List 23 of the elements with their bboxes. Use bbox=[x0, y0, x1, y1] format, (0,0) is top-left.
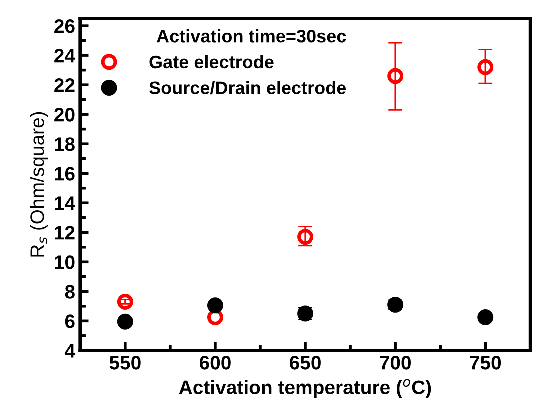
x-tick-label: 600 bbox=[200, 356, 231, 370]
x-tick-label: 700 bbox=[380, 356, 411, 370]
y-tick-label: 16 bbox=[55, 167, 75, 181]
y-tick-label: 18 bbox=[55, 138, 75, 152]
y-tick-label: 4 bbox=[65, 344, 76, 358]
x-tick-label: 550 bbox=[110, 356, 141, 370]
y-tick-label: 10 bbox=[55, 256, 75, 270]
y-tick-label: 24 bbox=[54, 49, 76, 63]
y-tick-label: 8 bbox=[65, 285, 75, 299]
x-axis-title: Activation temperature ($^{o}$C) bbox=[179, 379, 432, 398]
legend-label: Gate electrode bbox=[150, 55, 274, 69]
legend-title: Activation time=30sec bbox=[156, 30, 346, 43]
y-tick-label: 6 bbox=[65, 314, 75, 328]
y-tick-label: 26 bbox=[54, 20, 75, 34]
legend-label: Source/Drain electrode bbox=[150, 81, 346, 95]
y-axis-title: R$_{s}$ (Ohm/square) bbox=[30, 112, 48, 257]
y-tick-label: 12 bbox=[55, 226, 75, 240]
x-tick-label: 750 bbox=[470, 356, 502, 370]
point bbox=[478, 309, 494, 326]
x-tick-label: 650 bbox=[290, 356, 321, 370]
y-tick-label: 14 bbox=[55, 196, 76, 210]
y-tick-label: 22 bbox=[54, 78, 75, 92]
y-tick-label: 20 bbox=[54, 108, 75, 122]
